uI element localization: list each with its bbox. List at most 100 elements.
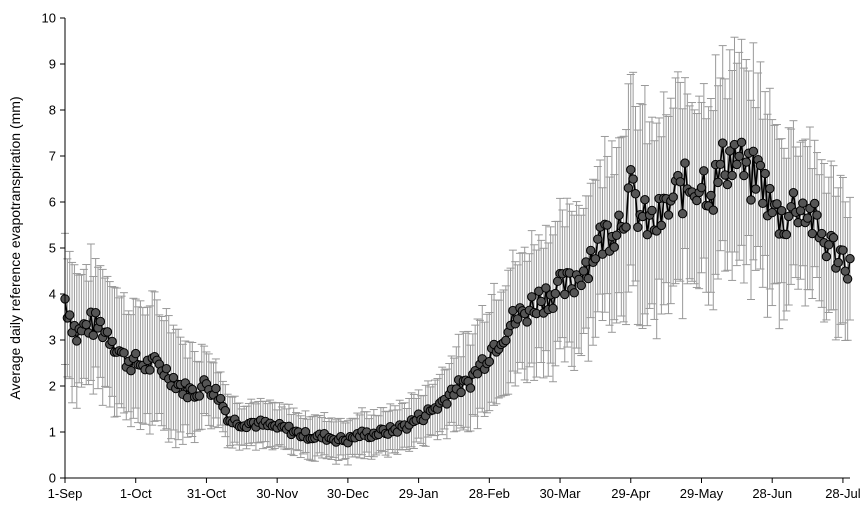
data-point: [211, 383, 221, 394]
data-point: [628, 174, 638, 184]
data-point: [215, 393, 226, 404]
x-tick-label: 1-Oct: [120, 486, 152, 501]
data-point: [725, 146, 735, 156]
data-point: [611, 230, 622, 240]
data-point: [583, 273, 594, 284]
data-point: [131, 348, 141, 359]
y-tick-label: 5: [49, 241, 56, 256]
axes: 0 1 2 3 4 5 6 7 8 9 10 1-Sep 1-Oct 31-Oct 30-Nov 30-Dec…: [42, 11, 861, 502]
data-point: [784, 211, 794, 222]
data-point: [680, 158, 690, 168]
data-point: [736, 137, 747, 148]
data-point: [626, 165, 636, 175]
data-markers: [60, 137, 855, 448]
data-point: [593, 234, 603, 244]
data-point: [548, 303, 558, 314]
y-tick-label: 1: [49, 425, 56, 440]
data-point: [722, 179, 733, 190]
data-point: [465, 383, 476, 393]
data-point: [817, 228, 827, 239]
data-point: [692, 195, 702, 206]
data-point: [718, 138, 728, 148]
data-point: [102, 327, 113, 337]
y-tick-label: 9: [49, 57, 56, 72]
data-point: [727, 170, 737, 181]
x-tick-label: 28-Jun: [752, 486, 792, 501]
data-point: [560, 289, 570, 300]
data-point: [840, 266, 850, 276]
y-tick-label: 3: [49, 333, 56, 348]
data-point: [569, 288, 579, 298]
data-point: [456, 387, 466, 398]
data-point: [751, 184, 761, 194]
data-point: [484, 356, 495, 367]
data-point: [194, 391, 205, 401]
data-point: [802, 213, 813, 223]
data-point: [706, 190, 716, 201]
y-tick-label: 6: [49, 195, 56, 210]
data-point: [621, 222, 631, 232]
data-point: [828, 232, 839, 243]
data-point: [585, 245, 596, 256]
x-tick-label: 29-May: [680, 486, 724, 501]
data-point: [668, 192, 678, 202]
data-point: [633, 222, 643, 232]
data-point: [647, 205, 657, 216]
data-point: [807, 228, 817, 239]
x-tick-label: 28-Feb: [469, 486, 510, 501]
data-point: [590, 254, 601, 264]
y-tick-label: 8: [49, 103, 56, 118]
data-point: [65, 310, 75, 320]
data-point: [739, 170, 749, 181]
data-point: [550, 288, 561, 299]
y-tick-label: 0: [49, 471, 56, 486]
data-point: [713, 177, 723, 188]
data-point: [776, 205, 787, 216]
data-point: [527, 292, 537, 302]
data-point: [623, 183, 634, 193]
data-point: [614, 210, 624, 220]
data-point: [72, 336, 82, 346]
data-point: [821, 251, 832, 262]
x-tick-label: 1-Sep: [48, 486, 83, 501]
x-tick-label: 29-Jan: [399, 486, 439, 501]
error-bars: [61, 36, 854, 466]
data-point: [161, 363, 172, 374]
data-point: [715, 159, 726, 170]
data-point: [845, 253, 855, 264]
data-point: [767, 207, 777, 218]
data-point: [708, 205, 718, 215]
data-point: [220, 405, 231, 416]
data-point: [536, 296, 546, 307]
data-point: [578, 266, 589, 276]
y-tick-label: 2: [49, 379, 56, 394]
data-point: [442, 399, 452, 409]
data-point: [501, 335, 511, 346]
data-point: [732, 159, 742, 170]
y-tick-label: 4: [49, 287, 56, 302]
data-point: [145, 365, 155, 375]
data-point: [609, 242, 619, 252]
data-point: [838, 245, 848, 255]
data-point: [640, 194, 650, 205]
data-point: [95, 316, 106, 327]
data-point: [512, 314, 523, 324]
data-point: [758, 198, 768, 208]
data-point: [696, 182, 707, 193]
x-tick-label: 29-Apr: [611, 486, 651, 501]
data-point: [675, 177, 685, 187]
data-point: [630, 189, 641, 199]
data-point: [809, 198, 820, 209]
x-tick-label: 28-Jul: [825, 486, 861, 501]
data-point: [541, 283, 551, 293]
data-point: [699, 166, 709, 176]
data-point: [168, 372, 179, 383]
data-point: [772, 199, 782, 209]
x-tick-label: 30-Nov: [256, 486, 298, 501]
data-point: [748, 146, 759, 157]
data-point: [90, 308, 101, 318]
data-point: [765, 183, 775, 194]
data-point: [760, 168, 770, 179]
data-point: [552, 276, 563, 287]
